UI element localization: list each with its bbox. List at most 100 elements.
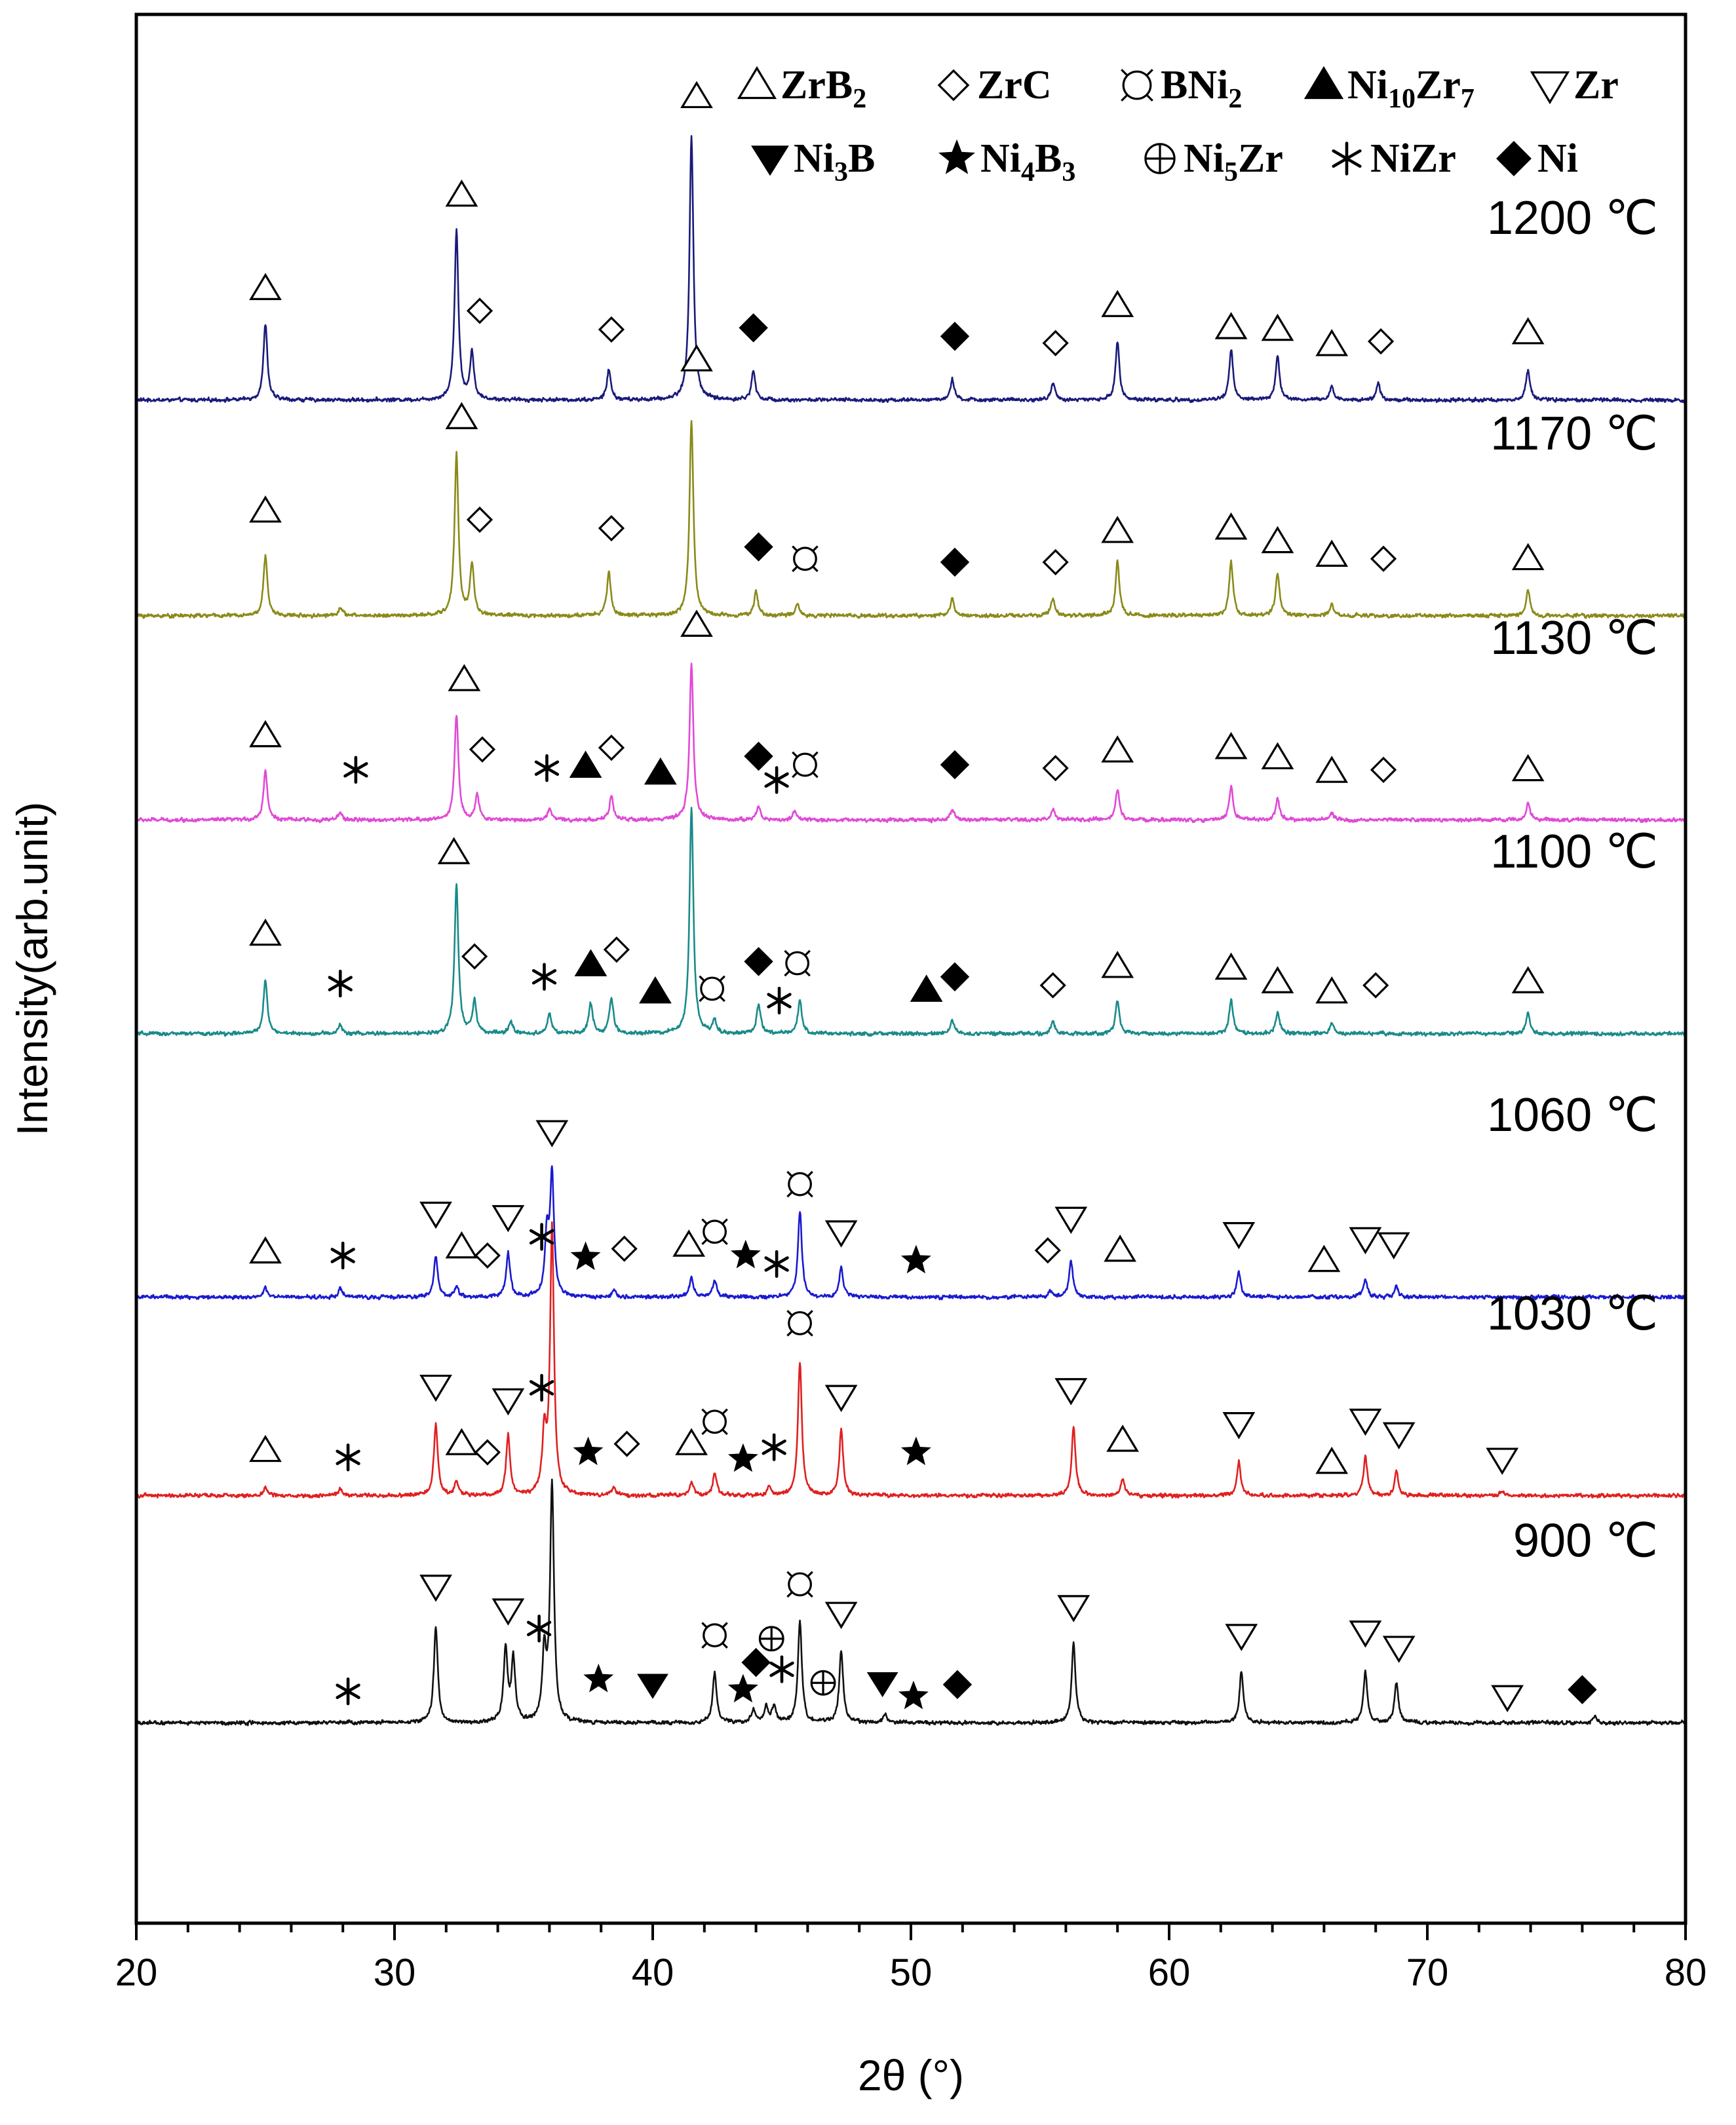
phase-marker-zr xyxy=(492,1388,525,1416)
y-axis-label: Intensity(arb.unit) xyxy=(8,802,56,1136)
phase-marker-zr xyxy=(1349,1227,1382,1255)
series-line xyxy=(135,807,1687,1037)
x-tick-label: 50 xyxy=(890,1951,933,1994)
phase-marker-zr xyxy=(1349,1620,1382,1648)
phase-marker-zr xyxy=(1382,1636,1416,1663)
legend-symbol xyxy=(1332,142,1362,176)
phase-marker-zr xyxy=(419,1575,452,1602)
phase-marker-nizr xyxy=(531,963,557,991)
phase-marker-zrc xyxy=(598,316,625,343)
phase-marker-nizr xyxy=(769,1655,794,1683)
legend-symbol xyxy=(751,145,789,176)
series-label: 1060 ℃ xyxy=(1487,1089,1658,1141)
phase-marker-zrb2 xyxy=(1101,290,1134,317)
legend-label: Ni3B xyxy=(794,136,875,187)
legend-label: Zr xyxy=(1573,63,1619,107)
series-line xyxy=(135,1165,1686,1301)
phase-marker-bni2 xyxy=(701,1218,728,1246)
phase-marker-nizr xyxy=(767,986,792,1015)
x-tick-label: 70 xyxy=(1406,1951,1449,1994)
phase-marker-zrb2 xyxy=(1106,1425,1139,1452)
series-line xyxy=(135,662,1686,824)
series-line xyxy=(136,420,1687,619)
phase-marker-ni10zr7 xyxy=(639,976,672,1004)
phase-marker-zr xyxy=(492,1598,525,1626)
x-tick-label: 60 xyxy=(1148,1951,1191,1994)
legend-symbol xyxy=(1144,143,1176,174)
legend-item-zrc: ZrC xyxy=(937,63,1052,107)
phase-marker-ni10zr7 xyxy=(574,949,608,976)
phase-marker-zrc xyxy=(1042,330,1069,356)
phase-marker-zrb2 xyxy=(249,1434,282,1463)
phase-marker-nizr xyxy=(336,1677,360,1706)
series-layer xyxy=(135,135,1687,1727)
phase-marker-ni10zr7 xyxy=(569,750,602,778)
phase-marker-zrb2 xyxy=(249,918,282,946)
phase-marker-ni3b xyxy=(637,1674,668,1699)
phase-marker-nizr xyxy=(526,1615,552,1643)
series-label-layer: 1200 ℃ 1170 ℃ 1130 ℃ 1100 ℃ 1060 ℃ 1030 ℃ 900 … xyxy=(1487,192,1658,1567)
phase-marker-ni10zr7 xyxy=(644,757,677,785)
phase-marker-zrb2 xyxy=(1511,966,1545,993)
phase-marker-ni xyxy=(940,750,970,780)
phase-marker-ni xyxy=(741,1647,771,1677)
phase-marker-zr xyxy=(1054,1378,1088,1406)
phase-marker-zrb2 xyxy=(680,344,713,372)
phase-marker-nizr xyxy=(343,756,368,784)
phase-marker-zrc xyxy=(1039,972,1066,999)
x-tick-label: 30 xyxy=(374,1951,416,1994)
phase-marker-zrb2 xyxy=(1315,1446,1349,1474)
phase-marker-bni2 xyxy=(699,975,725,1003)
phase-marker-zrb2 xyxy=(1511,316,1545,345)
phase-marker-zr xyxy=(824,1385,858,1412)
legend-symbol xyxy=(937,69,970,102)
phase-marker-zrb2 xyxy=(1315,976,1349,1004)
phase-marker-bni2 xyxy=(786,1170,813,1198)
phase-marker-zrb2 xyxy=(1261,742,1294,770)
series-label: 1130 ℃ xyxy=(1490,612,1658,664)
phase-marker-zrb2 xyxy=(1214,732,1248,759)
phase-marker-ni5zr xyxy=(758,1626,784,1652)
phase-marker-zrc xyxy=(598,735,625,761)
phase-marker-ni5zr xyxy=(810,1670,836,1696)
legend-label: BNi2 xyxy=(1161,63,1242,114)
phase-marker-zrc xyxy=(1034,1237,1061,1264)
series-label: 1170 ℃ xyxy=(1490,408,1658,460)
x-tick-label: 20 xyxy=(115,1951,158,1994)
phase-marker-zr xyxy=(419,1201,452,1229)
phase-marker-bni2 xyxy=(784,949,811,977)
phase-marker-bni2 xyxy=(786,1571,813,1598)
phase-marker-ni xyxy=(744,532,773,562)
phase-marker-ni4b3 xyxy=(727,1443,758,1472)
phase-marker-zrb2 xyxy=(437,837,471,864)
series-label: 1030 ℃ xyxy=(1487,1288,1658,1340)
phase-marker-ni xyxy=(739,313,768,343)
phase-marker-ni3b xyxy=(866,1672,898,1698)
phase-marker-zrb2 xyxy=(1511,543,1545,571)
phase-marker-ni xyxy=(744,947,773,976)
phase-marker-zrb2 xyxy=(1315,756,1349,783)
phase-marker-nizr xyxy=(762,1433,786,1461)
legend-item-zrb2: ZrB2 xyxy=(737,63,866,114)
legend-symbol xyxy=(1496,141,1532,176)
phase-marker-ni xyxy=(1568,1675,1597,1704)
phase-marker-zrb2 xyxy=(1511,754,1545,782)
phase-marker-zrc xyxy=(1042,755,1069,782)
phase-marker-zrb2 xyxy=(249,719,282,748)
phase-marker-ni xyxy=(942,1670,973,1700)
phase-marker-ni xyxy=(940,547,970,577)
phase-marker-zrc xyxy=(613,1430,640,1457)
series-label: 1100 ℃ xyxy=(1490,826,1658,878)
phase-marker-ni4b3 xyxy=(898,1680,929,1710)
phase-marker-zr xyxy=(1377,1232,1410,1260)
phase-marker-zrb2 xyxy=(445,402,478,429)
phase-marker-zr xyxy=(1057,1595,1090,1622)
x-axis-label: 2θ (°) xyxy=(858,2051,964,2099)
legend-label: Ni10Zr7 xyxy=(1347,63,1475,114)
legend-symbol xyxy=(737,66,777,100)
phase-marker-zr xyxy=(1349,1408,1382,1436)
phase-marker-zr xyxy=(824,1601,858,1630)
phase-marker-zr xyxy=(419,1374,452,1402)
